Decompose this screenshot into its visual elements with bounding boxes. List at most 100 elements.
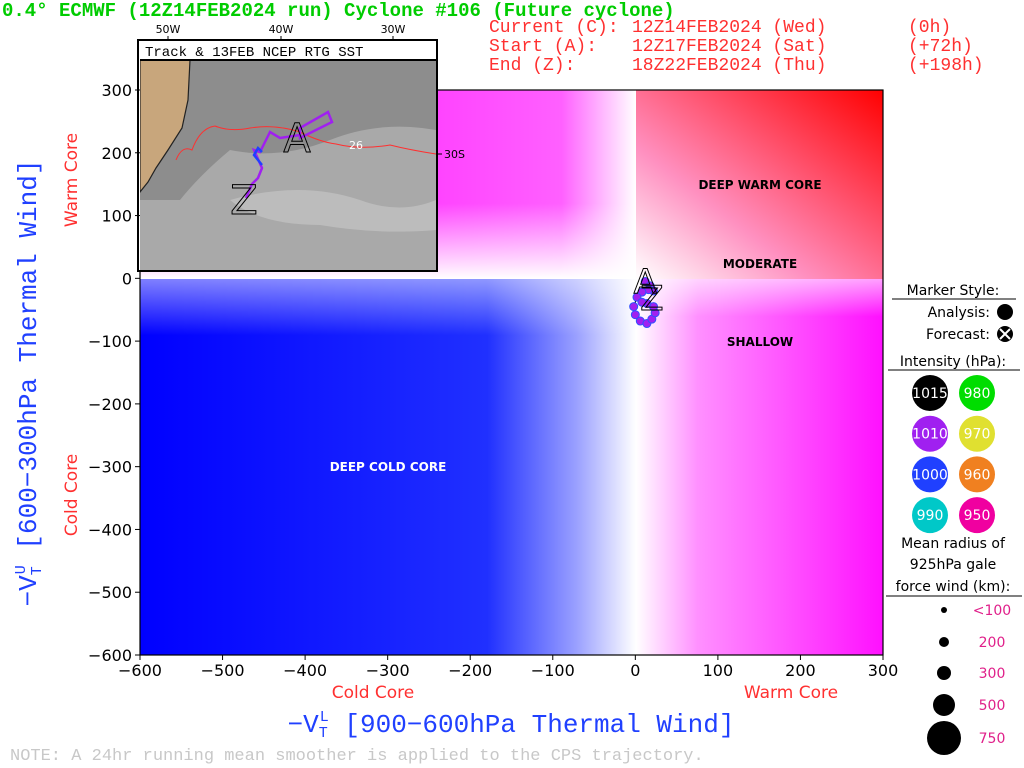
intensity-label: 1010 (912, 427, 948, 443)
x-label-main: −V (288, 710, 320, 740)
inset-start-marker: A (283, 116, 311, 162)
intensity-swatch (959, 415, 995, 452)
y-tick-label: 300 (101, 81, 132, 100)
intensity-label: 970 (964, 427, 991, 443)
intensity-swatch (912, 456, 948, 493)
inset-end-marker: Z (230, 178, 257, 224)
x-tick-label: −400 (283, 661, 327, 680)
intensity-label: 1015 (912, 386, 948, 402)
run-info-text: (0h) (908, 18, 951, 38)
intensity-swatch (912, 375, 948, 411)
run-info-text: Start (A): (489, 37, 597, 57)
y-side-label: Warm Core (62, 133, 82, 227)
chart-title: 0.4° ECMWF (12Z14FEB2024 run) Cyclone #1… (2, 0, 675, 22)
y-label-sub: T (29, 566, 46, 575)
region-label: MODERATE (723, 257, 797, 271)
intensity-label: 960 (964, 467, 991, 483)
run-info-text: End (Z): (489, 56, 575, 76)
contour-label: 26 (349, 139, 363, 152)
intensity-swatch (959, 456, 995, 493)
x-tick-label: −100 (531, 661, 575, 680)
intensity-legend: 1015 980 1010 970 1000 960 990 950 (912, 375, 995, 534)
size-swatch (941, 607, 947, 613)
x-label-sup: L (320, 709, 329, 726)
size-label: 200 (979, 635, 1006, 651)
run-info-text: (+198h) (908, 56, 984, 76)
x-label-sub: T (319, 725, 328, 742)
intensity-label: 990 (917, 508, 944, 524)
legend-title: Marker Style: (907, 283, 1000, 299)
lon-label: 30W (381, 23, 406, 36)
size-legend: <100 200 300 500 750 (927, 603, 1011, 755)
run-info-text: Current (C): (489, 18, 619, 38)
lon-label: 50W (156, 23, 181, 36)
run-info-text: 12Z14FEB2024 (Wed) (632, 18, 826, 38)
inset-map: 26 A Z Track & 13FEB NCEP RTG SST 50W 40… (137, 23, 465, 272)
x-label-rest: [900−600hPa Thermal Wind] (329, 710, 735, 740)
y-tick-label: −100 (88, 332, 132, 351)
side-labels: Cold Core Warm Core Warm Core Cold Core (62, 133, 838, 703)
legend-title: Intensity (hPa): (900, 354, 1006, 370)
intensity-swatch (912, 415, 948, 452)
intensity-swatch (959, 375, 995, 411)
trajectory-point (629, 302, 639, 312)
size-swatch (933, 694, 955, 716)
y-side-label: Cold Core (62, 454, 82, 537)
y-tick-label: −600 (88, 646, 132, 665)
trajectory-point (637, 297, 647, 307)
run-info-text: (+72h) (908, 37, 973, 57)
y-axis-label: −VTU [600−300hPa Thermal Wind] (13, 160, 46, 607)
run-info-text: 18Z22FEB2024 (Thu) (632, 56, 826, 76)
x-tick-label: −200 (448, 661, 492, 680)
inset-title: Track & 13FEB NCEP RTG SST (145, 45, 363, 61)
x-tick-label: 0 (630, 661, 640, 680)
y-tick-label: 200 (101, 144, 132, 163)
run-info: Current (C): 12Z14FEB2024 (Wed) (0h) Start … (489, 18, 984, 76)
x-axis-label: −VTL [900−600hPa Thermal Wind] (288, 709, 735, 742)
legend-text: Analysis: (928, 305, 990, 321)
y-label-sup: U (13, 565, 30, 574)
region-label: DEEP COLD CORE (330, 460, 447, 474)
x-side-label: Warm Core (744, 683, 838, 703)
intensity-label: 980 (964, 386, 991, 402)
x-tick-label: −500 (201, 661, 245, 680)
intensity-swatch (912, 497, 948, 534)
end-marker: Z (640, 279, 663, 319)
y-tick-label: −200 (88, 395, 132, 414)
size-swatch (937, 666, 951, 680)
y-label-main: −V (14, 575, 44, 607)
x-side-label: Cold Core (332, 683, 415, 703)
y-label-rest: [600−300hPa Thermal Wind] (14, 160, 44, 566)
x-tick-label: −300 (366, 661, 410, 680)
x-tick-label: −600 (118, 661, 162, 680)
size-label: <100 (973, 603, 1011, 619)
axes: −600 −500 −400 −300 −200 −100 0 100 200 300 −600 −5… (88, 81, 898, 680)
size-label: 500 (979, 698, 1006, 714)
legend-text: Forecast: (926, 327, 990, 343)
region-label: SHALLOW (727, 335, 793, 349)
legend-text: force wind (km): (896, 579, 1011, 595)
trajectory-point (630, 310, 640, 320)
lat-label: 30S (444, 148, 465, 161)
region-labels: DEEP WARM CORE MODERATE SHALLOW DEEP COL… (330, 178, 822, 474)
size-label: 300 (979, 666, 1006, 682)
y-tick-label: 0 (122, 269, 132, 288)
region-label: DEEP WARM CORE (698, 178, 821, 192)
legend-text: 925hPa gale (910, 557, 996, 573)
legend-text: Mean radius of (901, 536, 1006, 552)
x-tick-label: 300 (868, 661, 899, 680)
x-tick-label: 100 (703, 661, 734, 680)
intensity-label: 1000 (912, 467, 948, 483)
run-info-text: 12Z17FEB2024 (Sat) (632, 37, 826, 57)
start-marker: A (634, 262, 657, 302)
y-tick-label: −400 (88, 520, 132, 539)
y-tick-label: 100 (101, 207, 132, 226)
size-label: 750 (979, 731, 1006, 747)
size-swatch (939, 637, 949, 647)
intensity-swatch (959, 497, 995, 534)
legend: Marker Style: Analysis: Forecast: Intens… (886, 283, 1022, 755)
y-tick-label: −300 (88, 458, 132, 477)
plot: AZ (629, 262, 664, 329)
note: NOTE: A 24hr running mean smoother is ap… (10, 747, 704, 766)
